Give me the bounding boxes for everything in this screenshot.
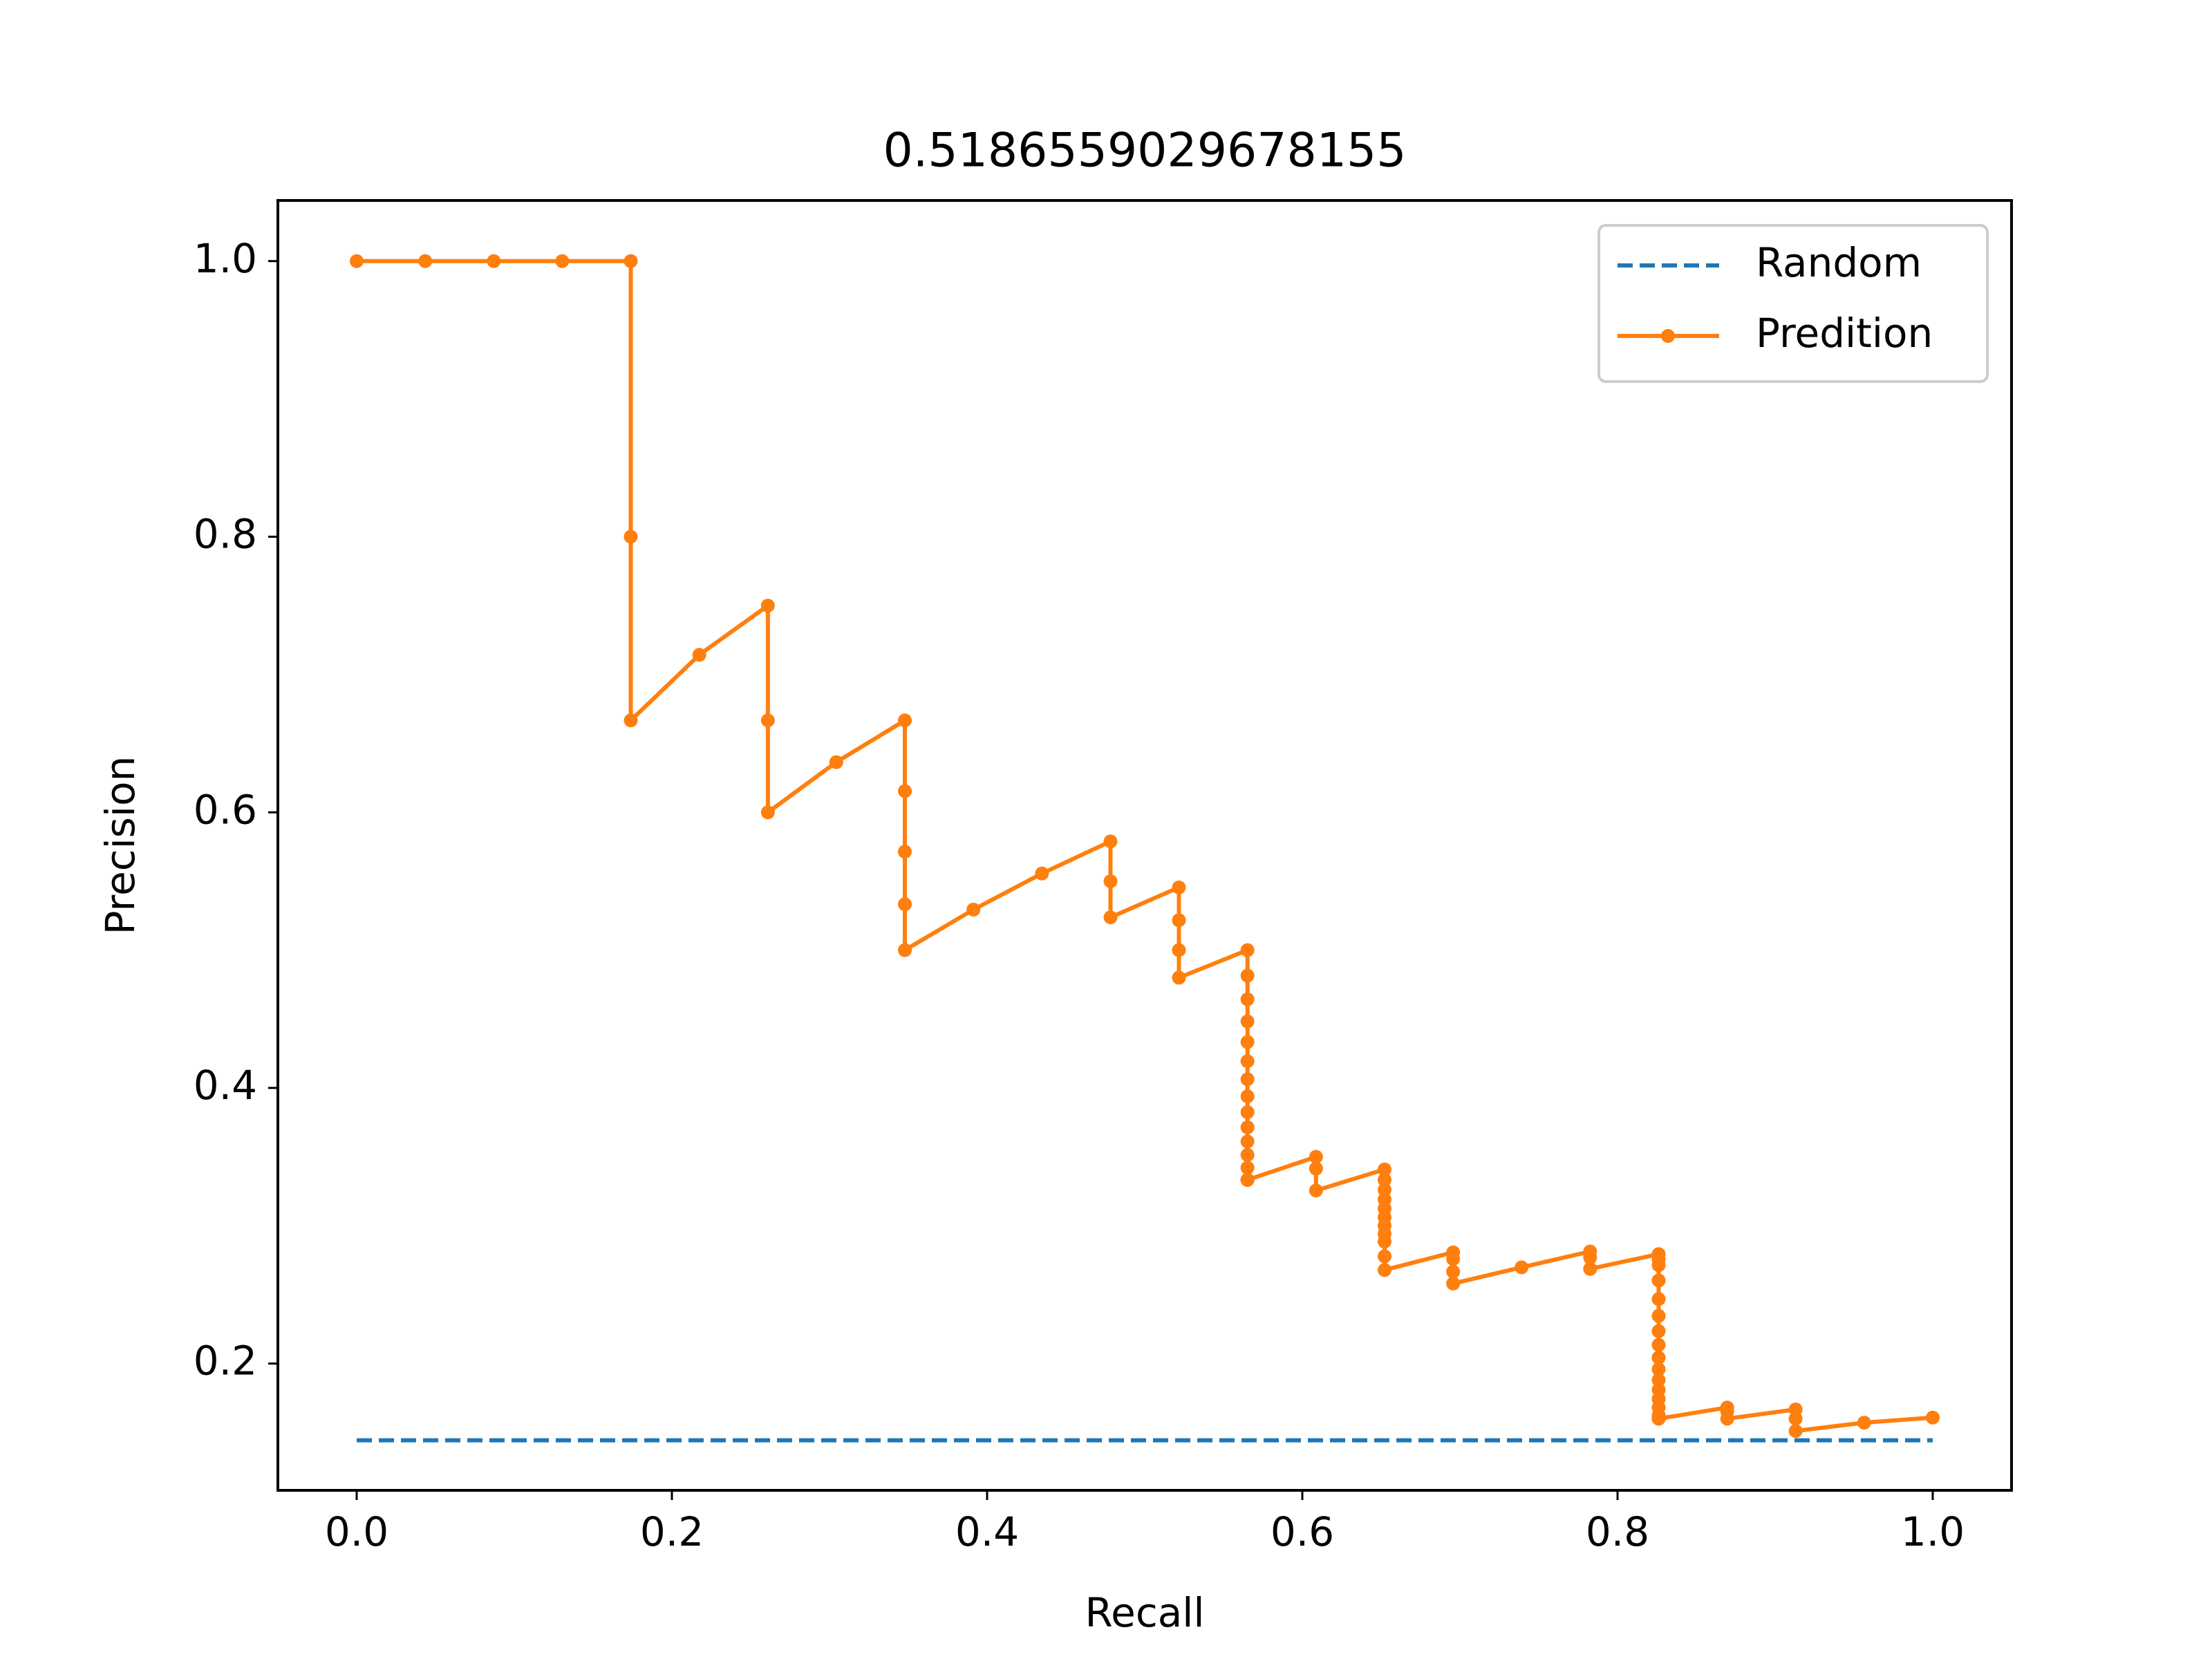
data-point bbox=[760, 805, 775, 820]
data-point bbox=[1240, 968, 1255, 983]
data-point bbox=[624, 713, 638, 728]
data-point bbox=[1583, 1250, 1597, 1265]
x-axis-label: Recall bbox=[1085, 1589, 1204, 1636]
legend-random-label: Random bbox=[1756, 239, 1922, 286]
data-point bbox=[350, 254, 364, 268]
data-point bbox=[1651, 1338, 1666, 1352]
data-point bbox=[1240, 1134, 1255, 1149]
data-point bbox=[1446, 1252, 1461, 1266]
data-point bbox=[1720, 1412, 1734, 1426]
data-point bbox=[1240, 1147, 1255, 1162]
data-point bbox=[1378, 1235, 1392, 1249]
data-point bbox=[1857, 1416, 1871, 1430]
data-point bbox=[1309, 1183, 1323, 1198]
data-point bbox=[1651, 1258, 1666, 1273]
legend-predition-label: Predition bbox=[1756, 310, 1933, 357]
data-point bbox=[1240, 1105, 1255, 1119]
data-point bbox=[1240, 1035, 1255, 1049]
data-point bbox=[897, 784, 912, 798]
data-point bbox=[1240, 943, 1255, 957]
y-tick-label: 0.2 bbox=[194, 1338, 257, 1385]
data-point bbox=[897, 943, 912, 957]
series-line-predition bbox=[357, 259, 1933, 1434]
data-point bbox=[897, 713, 912, 728]
data-point bbox=[1788, 1424, 1803, 1438]
x-tick-label: 0.2 bbox=[640, 1508, 704, 1555]
data-point bbox=[1309, 1150, 1323, 1164]
data-point bbox=[1240, 1089, 1255, 1104]
data-point bbox=[1926, 1410, 1940, 1425]
data-point bbox=[1651, 1362, 1666, 1376]
data-point bbox=[1309, 1161, 1323, 1176]
data-point bbox=[1378, 1249, 1392, 1264]
data-point bbox=[1651, 1292, 1666, 1306]
data-point bbox=[1240, 1014, 1255, 1029]
data-point bbox=[1240, 992, 1255, 1006]
data-point bbox=[1583, 1262, 1597, 1276]
data-point bbox=[1103, 910, 1118, 925]
x-tick-label: 0.8 bbox=[1586, 1508, 1649, 1555]
data-point bbox=[1446, 1264, 1461, 1279]
data-point bbox=[1172, 971, 1186, 985]
data-point bbox=[487, 254, 501, 268]
data-point bbox=[829, 755, 843, 769]
data-point bbox=[1651, 1273, 1666, 1288]
data-point bbox=[1651, 1373, 1666, 1387]
data-point bbox=[1240, 1172, 1255, 1187]
data-point bbox=[1378, 1263, 1392, 1277]
x-tick-label: 1.0 bbox=[1901, 1508, 1965, 1555]
x-tick-label: 0.4 bbox=[955, 1508, 1019, 1555]
data-point bbox=[966, 902, 981, 917]
legend-predition-marker bbox=[1661, 329, 1675, 343]
data-point bbox=[1788, 1412, 1803, 1426]
data-point bbox=[1515, 1260, 1529, 1275]
data-point bbox=[1651, 1351, 1666, 1365]
y-tick-label: 0.8 bbox=[194, 511, 257, 558]
data-point bbox=[1172, 943, 1186, 957]
data-point bbox=[1240, 1054, 1255, 1069]
y-tick-label: 1.0 bbox=[194, 235, 257, 282]
data-point bbox=[1651, 1309, 1666, 1323]
data-point bbox=[624, 529, 638, 544]
data-point bbox=[1378, 1172, 1392, 1187]
data-point bbox=[1172, 913, 1186, 928]
x-tick-label: 0.0 bbox=[325, 1508, 388, 1555]
chart-title: 0.5186559029678155 bbox=[883, 124, 1406, 178]
data-point bbox=[1378, 1162, 1392, 1177]
data-point bbox=[1378, 1183, 1392, 1197]
data-point bbox=[624, 254, 638, 268]
data-point bbox=[1240, 1072, 1255, 1087]
data-point bbox=[1446, 1276, 1461, 1291]
x-axis: 0.0 0.2 0.4 0.6 0.8 1.0 bbox=[325, 1490, 1965, 1555]
y-axis-label: Precision bbox=[97, 756, 144, 935]
data-point bbox=[1240, 1120, 1255, 1134]
data-point bbox=[1651, 1412, 1666, 1426]
data-point bbox=[418, 254, 433, 268]
plot-area bbox=[350, 254, 1940, 1443]
data-point bbox=[692, 648, 706, 662]
y-axis: 0.2 0.4 0.6 0.8 1.0 bbox=[194, 235, 278, 1385]
axes-frame bbox=[276, 199, 2013, 1492]
y-tick-label: 0.4 bbox=[194, 1062, 257, 1109]
data-point bbox=[1651, 1324, 1666, 1338]
data-point bbox=[760, 713, 775, 728]
data-point bbox=[897, 845, 912, 859]
x-tick-label: 0.6 bbox=[1271, 1508, 1334, 1555]
data-point bbox=[1103, 834, 1118, 849]
data-point bbox=[555, 254, 570, 268]
data-point bbox=[1240, 1161, 1255, 1175]
data-point bbox=[897, 897, 912, 912]
y-tick-label: 0.6 bbox=[194, 786, 257, 833]
data-point bbox=[1172, 880, 1186, 894]
data-point bbox=[1103, 874, 1118, 888]
data-point bbox=[1035, 866, 1049, 881]
legend: Random Predition bbox=[1597, 224, 1989, 383]
data-point bbox=[760, 599, 775, 613]
